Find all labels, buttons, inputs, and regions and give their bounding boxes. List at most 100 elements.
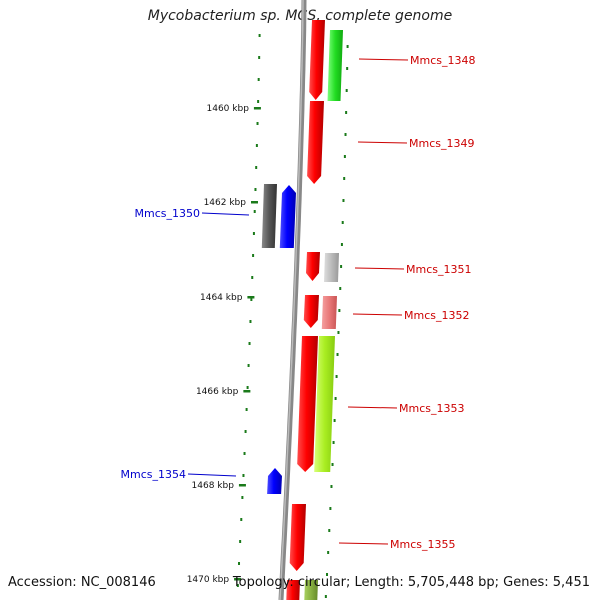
gene-leader-line xyxy=(338,542,389,545)
track-dot xyxy=(257,78,260,81)
gene-feature[interactable] xyxy=(309,20,325,100)
gene-label[interactable]: Mmcs_1352 xyxy=(404,309,469,322)
track-dot xyxy=(340,265,343,268)
track-dot xyxy=(345,111,348,114)
map-title: Mycobacterium sp. MCS, complete genome xyxy=(147,8,453,24)
track-dot xyxy=(344,133,347,136)
gene-feature[interactable] xyxy=(321,296,337,329)
track-dot xyxy=(244,430,247,433)
track-dot xyxy=(335,375,338,378)
track-dot xyxy=(247,364,250,367)
ruler-tick-label: 1468 kbp xyxy=(192,481,235,491)
track-dot xyxy=(331,463,334,466)
gene-feature[interactable] xyxy=(297,336,318,472)
track-dot xyxy=(338,309,341,312)
track-dot xyxy=(242,474,245,477)
ruler-tick xyxy=(243,390,251,393)
gene-label[interactable]: Mmcs_1351 xyxy=(406,263,471,276)
gene-leader-line xyxy=(358,58,409,61)
gene-feature[interactable] xyxy=(267,468,282,494)
gene-feature[interactable] xyxy=(314,336,335,472)
gene-leader-line xyxy=(352,313,403,316)
track-dot xyxy=(241,496,244,499)
track-dot xyxy=(340,243,343,246)
track-dot xyxy=(346,45,349,48)
track-dot xyxy=(254,188,257,191)
ruler-tick-label: 1460 kbp xyxy=(207,104,250,114)
track-dot xyxy=(249,320,252,323)
ruler-tick xyxy=(247,296,255,299)
ruler-tick xyxy=(234,578,242,581)
backbone-highlight xyxy=(279,0,304,600)
track-dot xyxy=(339,287,342,290)
track-dot xyxy=(327,551,330,554)
gene-feature[interactable] xyxy=(307,101,324,184)
ruler-tick xyxy=(253,107,261,110)
track-dot xyxy=(252,254,255,257)
track-dot xyxy=(256,122,259,125)
track-dot xyxy=(252,232,255,235)
track-dot xyxy=(243,452,246,455)
ruler-tick xyxy=(250,201,258,204)
gene-leader-line xyxy=(201,212,250,216)
gene-feature[interactable] xyxy=(306,252,320,281)
ruler-tick-label: 1470 kbp xyxy=(187,575,230,585)
track-dot xyxy=(251,276,254,279)
track-dot xyxy=(346,67,349,70)
gene-feature[interactable] xyxy=(279,185,296,248)
track-dot xyxy=(240,518,243,521)
track-dot xyxy=(337,331,340,334)
gene-leader-line xyxy=(357,141,408,144)
gene-label[interactable]: Mmcs_1354 xyxy=(121,468,186,481)
track-dot xyxy=(255,144,258,147)
track-dot xyxy=(255,166,258,169)
gene-label[interactable]: Mmcs_1350 xyxy=(135,207,200,220)
track-dot xyxy=(334,397,337,400)
track-dot xyxy=(257,100,260,103)
track-dot xyxy=(245,408,248,411)
gene-feature[interactable] xyxy=(286,580,300,600)
gene-leader-line xyxy=(354,267,405,270)
gene-feature[interactable] xyxy=(324,253,339,282)
gene-label[interactable]: Mmcs_1355 xyxy=(390,538,455,551)
track-dot xyxy=(258,56,261,59)
track-dot xyxy=(343,155,346,158)
gene-label[interactable]: Mmcs_1353 xyxy=(399,402,464,415)
track-dot xyxy=(336,353,339,356)
track-dot xyxy=(239,540,242,543)
gene-leader-line xyxy=(187,473,237,477)
track-dot xyxy=(326,573,329,576)
track-dot xyxy=(246,386,249,389)
track-dot xyxy=(333,419,336,422)
ruler-tick-label: 1462 kbp xyxy=(204,198,247,208)
track-dot xyxy=(238,562,241,565)
ruler-tick-label: 1466 kbp xyxy=(196,387,239,397)
ruler-tick xyxy=(238,484,246,487)
track-dot xyxy=(250,298,253,301)
track-dot xyxy=(258,34,261,37)
genome-backbone xyxy=(278,0,307,600)
gene-feature[interactable] xyxy=(261,184,277,248)
track-dot xyxy=(345,89,348,92)
track-dot xyxy=(324,595,327,598)
track-dot xyxy=(341,221,344,224)
gene-feature[interactable] xyxy=(289,504,306,571)
gene-feature[interactable] xyxy=(304,580,318,600)
track-dot xyxy=(328,529,331,532)
topology-text: Topology: circular; Length: 5,705,448 bp… xyxy=(232,575,590,590)
gene-label[interactable]: Mmcs_1348 xyxy=(410,54,475,67)
track-dot xyxy=(236,584,239,587)
gene-label[interactable]: Mmcs_1349 xyxy=(409,137,474,150)
gene-feature[interactable] xyxy=(327,30,344,101)
track-dot xyxy=(343,177,346,180)
track-dot xyxy=(342,199,345,202)
track-dot xyxy=(329,507,332,510)
track-dot xyxy=(248,342,251,345)
gene-feature[interactable] xyxy=(303,295,319,328)
track-dot xyxy=(332,441,335,444)
accession-text: Accession: NC_008146 xyxy=(8,575,156,590)
track-dot xyxy=(330,485,333,488)
gene-leader-line xyxy=(347,406,398,409)
ruler-tick-label: 1464 kbp xyxy=(200,293,243,303)
